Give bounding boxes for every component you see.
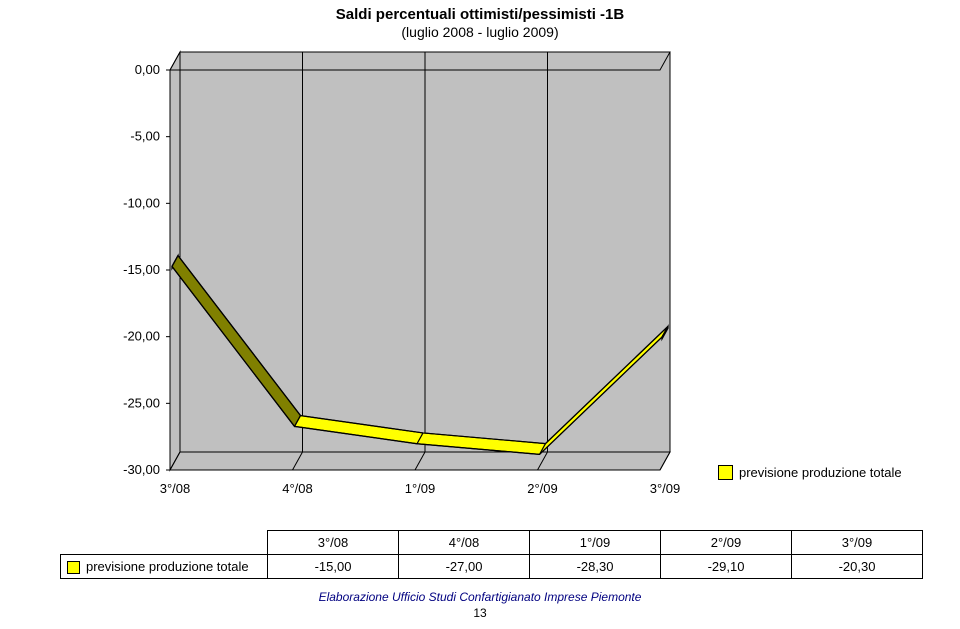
footer-credit: Elaborazione Ufficio Studi Confartigiana… — [0, 590, 960, 604]
data-table: 3°/08 4°/08 1°/09 2°/09 3°/09 previsione… — [60, 530, 923, 579]
table-data-row: previsione produzione totale -15,00 -27,… — [61, 555, 923, 579]
svg-text:-20,00: -20,00 — [123, 329, 160, 344]
table-cell: -15,00 — [268, 555, 399, 579]
table-cell: -29,10 — [661, 555, 792, 579]
svg-text:0,00: 0,00 — [135, 62, 160, 77]
table-cell: -27,00 — [399, 555, 530, 579]
table-cell: -20,30 — [792, 555, 923, 579]
svg-text:3°/08: 3°/08 — [160, 481, 191, 496]
chart-title: Saldi percentuali ottimisti/pessimisti -… — [0, 6, 960, 23]
table-cell: -28,30 — [530, 555, 661, 579]
table-col-header: 4°/08 — [399, 531, 530, 555]
table-header-row: 3°/08 4°/08 1°/09 2°/09 3°/09 — [61, 531, 923, 555]
svg-text:3°/09: 3°/09 — [650, 481, 681, 496]
page-number: 13 — [0, 606, 960, 620]
svg-text:4°/08: 4°/08 — [282, 481, 313, 496]
svg-text:-15,00: -15,00 — [123, 262, 160, 277]
table-col-header: 2°/09 — [661, 531, 792, 555]
svg-text:1°/09: 1°/09 — [405, 481, 436, 496]
legend-swatch — [718, 465, 733, 480]
svg-text:2°/09: 2°/09 — [527, 481, 558, 496]
table-col-header: 3°/09 — [792, 531, 923, 555]
table-col-header: 3°/08 — [268, 531, 399, 555]
chart-legend: previsione produzione totale — [718, 465, 902, 480]
legend-label: previsione produzione totale — [739, 465, 902, 480]
svg-text:-30,00: -30,00 — [123, 462, 160, 477]
chart-subtitle: (luglio 2008 - luglio 2009) — [0, 24, 960, 40]
table-row-label: previsione produzione totale — [61, 555, 268, 579]
svg-text:-10,00: -10,00 — [123, 195, 160, 210]
svg-text:-5,00: -5,00 — [130, 129, 160, 144]
svg-text:-25,00: -25,00 — [123, 395, 160, 410]
table-col-header: 1°/09 — [530, 531, 661, 555]
chart-area: 0,00-5,00-10,00-15,00-20,00-25,00-30,00 … — [60, 50, 900, 510]
